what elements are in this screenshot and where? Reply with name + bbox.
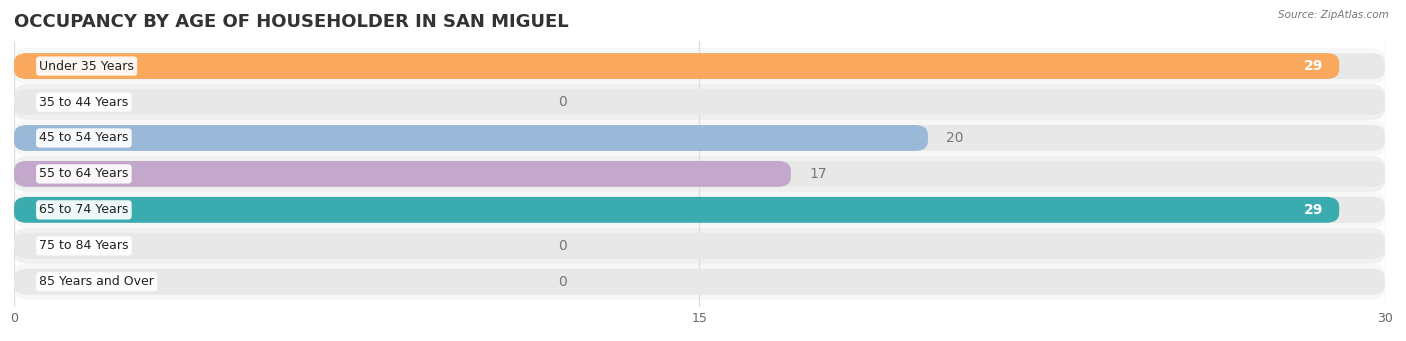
FancyBboxPatch shape	[14, 48, 1385, 84]
FancyBboxPatch shape	[14, 89, 1385, 115]
Text: 17: 17	[810, 167, 827, 181]
Text: 55 to 64 Years: 55 to 64 Years	[39, 167, 128, 180]
FancyBboxPatch shape	[14, 197, 1385, 223]
FancyBboxPatch shape	[14, 125, 928, 151]
Text: Source: ZipAtlas.com: Source: ZipAtlas.com	[1278, 10, 1389, 20]
FancyBboxPatch shape	[14, 161, 792, 187]
Text: 65 to 74 Years: 65 to 74 Years	[39, 203, 128, 216]
FancyBboxPatch shape	[14, 156, 1385, 192]
Text: 75 to 84 Years: 75 to 84 Years	[39, 239, 129, 252]
FancyBboxPatch shape	[14, 84, 1385, 120]
FancyBboxPatch shape	[14, 233, 1385, 259]
Text: 0: 0	[558, 275, 567, 289]
Text: Under 35 Years: Under 35 Years	[39, 60, 134, 73]
FancyBboxPatch shape	[14, 125, 1385, 151]
Text: 20: 20	[946, 131, 963, 145]
Text: 29: 29	[1303, 203, 1323, 217]
Text: 0: 0	[558, 95, 567, 109]
FancyBboxPatch shape	[14, 120, 1385, 156]
FancyBboxPatch shape	[14, 53, 1340, 79]
FancyBboxPatch shape	[14, 228, 1385, 264]
FancyBboxPatch shape	[14, 192, 1385, 228]
Text: 85 Years and Over: 85 Years and Over	[39, 275, 155, 288]
Text: 45 to 54 Years: 45 to 54 Years	[39, 132, 128, 145]
Text: 35 to 44 Years: 35 to 44 Years	[39, 95, 128, 108]
FancyBboxPatch shape	[14, 161, 1385, 187]
FancyBboxPatch shape	[14, 53, 1385, 79]
FancyBboxPatch shape	[14, 264, 1385, 300]
Text: OCCUPANCY BY AGE OF HOUSEHOLDER IN SAN MIGUEL: OCCUPANCY BY AGE OF HOUSEHOLDER IN SAN M…	[14, 13, 568, 31]
Text: 0: 0	[558, 239, 567, 253]
FancyBboxPatch shape	[14, 197, 1340, 223]
FancyBboxPatch shape	[14, 269, 1385, 295]
Text: 29: 29	[1303, 59, 1323, 73]
